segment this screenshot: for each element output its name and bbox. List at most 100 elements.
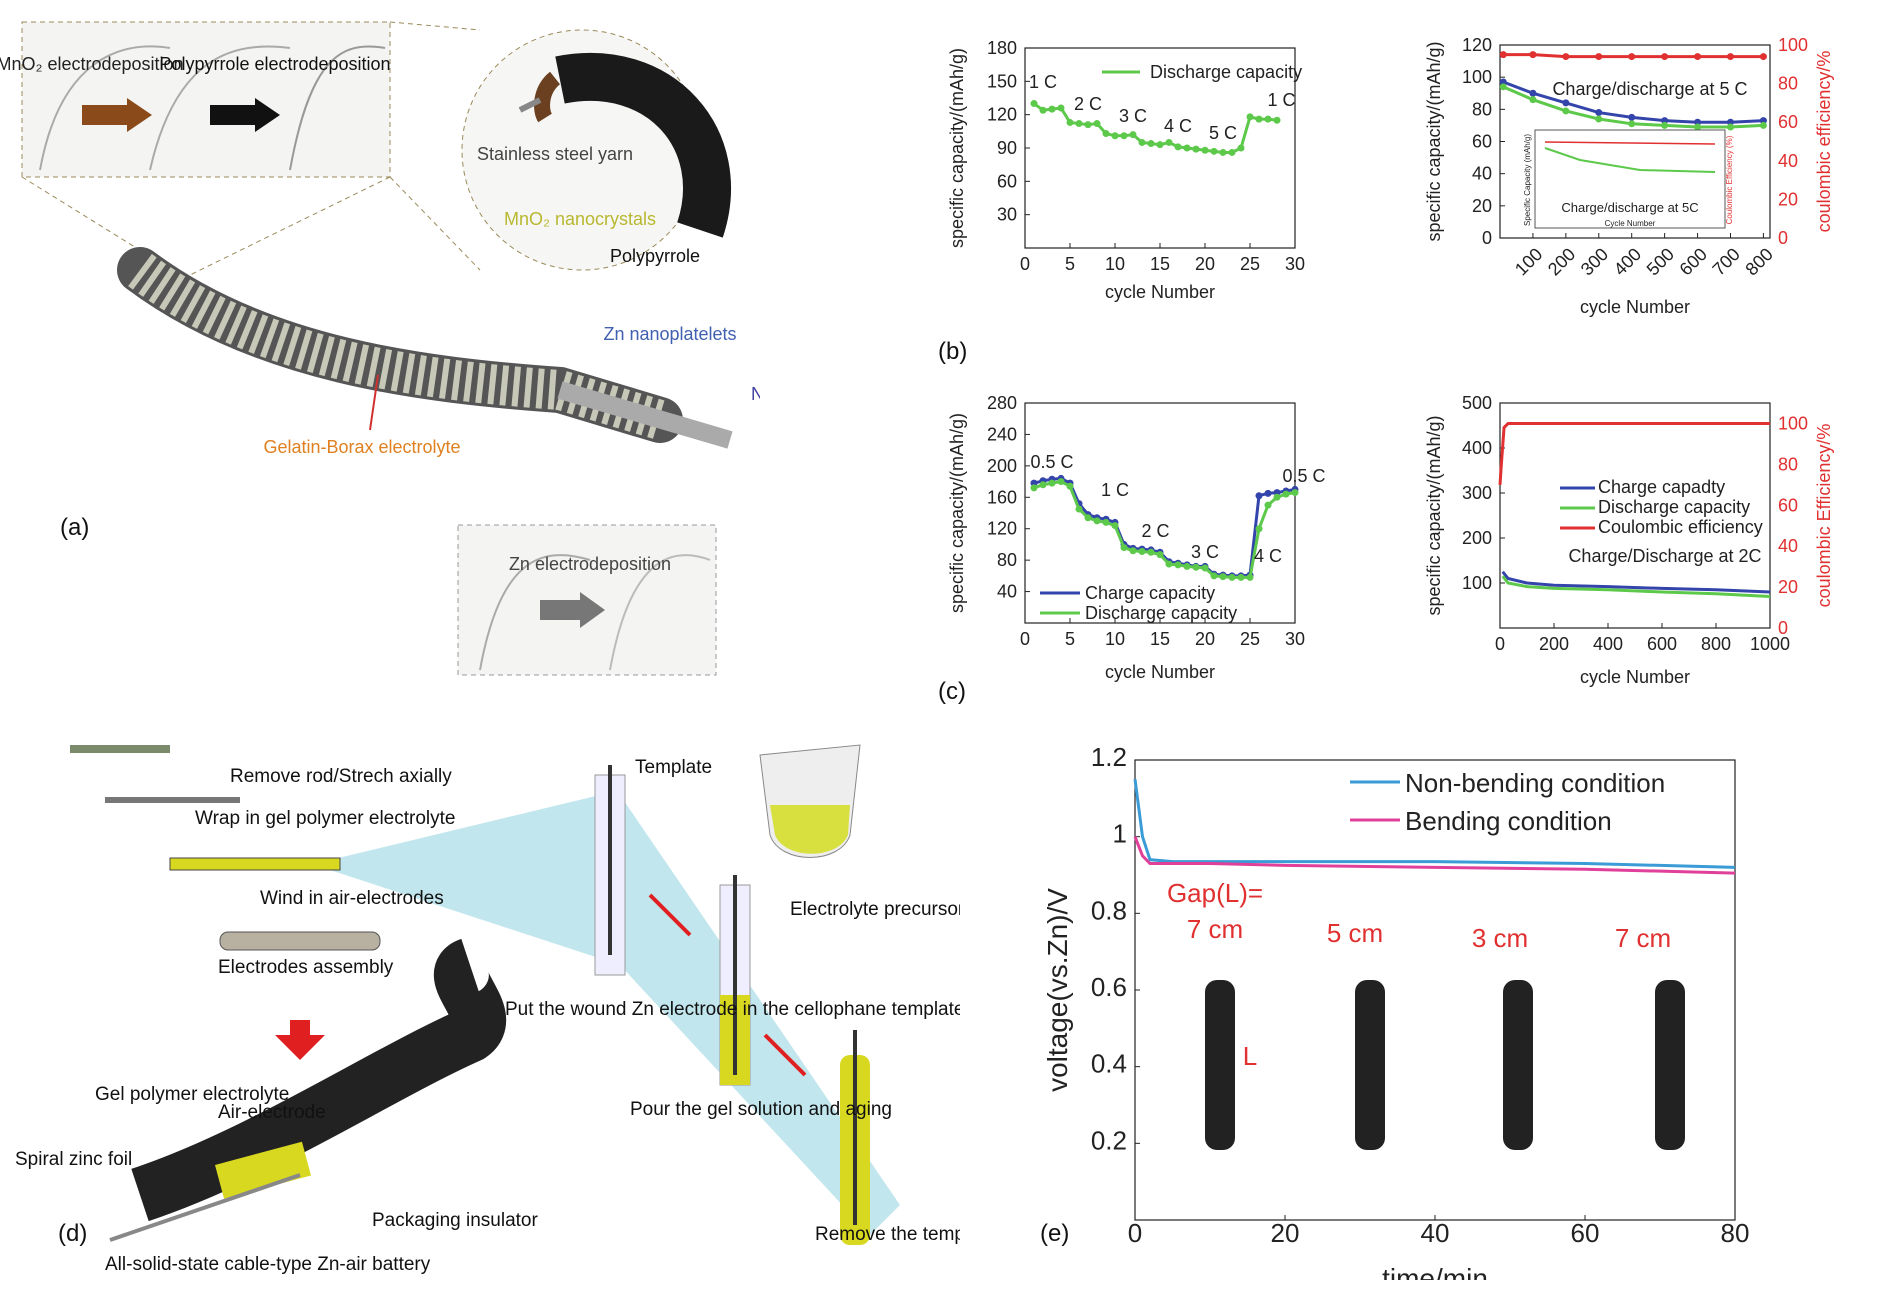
precursor-label: Electrolyte precursor xyxy=(790,899,960,920)
data-point xyxy=(1219,573,1227,581)
arrow-brown-icon xyxy=(82,105,127,125)
y-tick-label: 0.8 xyxy=(1091,895,1127,925)
template-tube-1 xyxy=(594,765,626,976)
panel-d-illustration: Remove rod/Strech axially Wrap in gel po… xyxy=(15,744,996,1275)
y2-tick-label: 60 xyxy=(1778,495,1798,515)
data-point xyxy=(1562,107,1570,115)
data-point xyxy=(1726,123,1734,131)
inset-annotation: Charge/discharge at 5C xyxy=(1561,200,1698,215)
legend-charge: Charge capacity xyxy=(1085,583,1215,603)
step-wind: Wind in air-electrodes xyxy=(260,888,444,909)
panel-e-label: (e) xyxy=(1040,1220,1070,1247)
data-point xyxy=(1066,118,1074,126)
y-axis-title: specific capacity/(mAh/g) xyxy=(947,413,967,613)
x-tick-label: 0 xyxy=(1020,629,1030,649)
inset-y-title: Specific Capacity (mAh/g) xyxy=(1523,134,1532,226)
y2-tick-label: 20 xyxy=(1778,577,1798,597)
x-tick-label: 25 xyxy=(1240,629,1260,649)
y2-axis-title: coulombic Efficiency/% xyxy=(1814,424,1834,608)
panel-c-label: (c) xyxy=(938,678,966,705)
y-tick-label: 40 xyxy=(997,582,1017,602)
data-point xyxy=(1138,138,1146,146)
gap-annotation: 5 cm xyxy=(1327,918,1383,948)
x-tick-label: 0 xyxy=(1128,1218,1142,1248)
x-tick-label: 800 xyxy=(1741,244,1776,279)
data-point xyxy=(1282,490,1290,498)
x-axis-title: time/min xyxy=(1382,1263,1488,1280)
x-tick-label: 10 xyxy=(1105,254,1125,274)
data-point xyxy=(1499,78,1507,86)
x-tick-label: 80 xyxy=(1721,1218,1750,1248)
data-point xyxy=(1264,115,1272,123)
data-point xyxy=(1661,121,1669,129)
data-point xyxy=(1246,573,1254,581)
data-point xyxy=(1628,53,1636,61)
data-point xyxy=(1237,573,1245,581)
panel-d-label: (d) xyxy=(58,1220,88,1247)
y-tick-label: 120 xyxy=(987,519,1017,539)
y-tick-label: 100 xyxy=(1462,67,1492,87)
x-tick-label: 0 xyxy=(1020,254,1030,274)
gap-annotation: 7 cm xyxy=(1615,923,1671,953)
bent-cable-photo xyxy=(1205,980,1235,1150)
x-tick-label: 700 xyxy=(1709,244,1744,279)
data-point xyxy=(1759,117,1767,125)
data-point xyxy=(1111,132,1119,140)
x-tick-label: 1000 xyxy=(1750,634,1790,654)
y-tick-label: 0.2 xyxy=(1091,1125,1127,1155)
bent-cable-photo xyxy=(1355,980,1385,1150)
data-point xyxy=(1694,53,1702,61)
data-point xyxy=(1529,51,1537,59)
x-tick-label: 200 xyxy=(1544,244,1579,279)
y-tick-label: 0.4 xyxy=(1091,1049,1127,1079)
data-point xyxy=(1255,492,1263,500)
y2-tick-label: 80 xyxy=(1778,454,1798,474)
y-tick-label: 120 xyxy=(987,105,1017,125)
inset-x-title: Cycle Number xyxy=(1605,219,1656,228)
series-line-2 xyxy=(1498,421,1770,485)
y-tick-label: 100 xyxy=(1462,573,1492,593)
x-tick-label: 5 xyxy=(1065,629,1075,649)
pour-label: Pour the gel solution and aging xyxy=(630,1099,892,1120)
data-point xyxy=(1147,140,1155,148)
y-tick-label: 120 xyxy=(1462,35,1492,55)
data-point xyxy=(1093,517,1101,525)
rate-annotation: 3 C xyxy=(1191,542,1219,562)
x-tick-label: 800 xyxy=(1701,634,1731,654)
data-point xyxy=(1228,573,1236,581)
data-point xyxy=(1264,489,1272,497)
x-tick-label: 5 xyxy=(1065,254,1075,274)
x-tick-label: 30 xyxy=(1285,254,1305,274)
y-tick-label: 180 xyxy=(987,38,1017,58)
data-point xyxy=(1039,106,1047,114)
rate-annotation: 0.5 C xyxy=(1282,466,1325,486)
rate-annotation: 3 C xyxy=(1119,106,1147,126)
y2-tick-label: 40 xyxy=(1778,536,1798,556)
data-point xyxy=(1595,109,1603,117)
chart-c-left: 0 5 10 15 20 25 30 40 80 120 160 200 240 280 cycle Num… xyxy=(947,393,1326,682)
x-tick-label: 10 xyxy=(1105,629,1125,649)
data-point xyxy=(1562,99,1570,107)
gap-annotation: 3 cm xyxy=(1472,923,1528,953)
y2-tick-label: 60 xyxy=(1778,112,1798,132)
data-point xyxy=(1562,53,1570,61)
data-point xyxy=(1057,104,1065,112)
data-point xyxy=(1192,563,1200,571)
y-tick-label: 40 xyxy=(1472,164,1492,184)
rod-icon xyxy=(70,745,170,753)
data-point xyxy=(1255,525,1263,533)
gap-annotation: L xyxy=(1243,1041,1257,1071)
data-point xyxy=(1030,484,1038,492)
x-axis-title: cycle Number xyxy=(1105,282,1215,302)
data-point xyxy=(1066,482,1074,490)
x-tick-label: 60 xyxy=(1571,1218,1600,1248)
legend-bending: Bending condition xyxy=(1405,806,1612,836)
x-tick-label: 40 xyxy=(1421,1218,1450,1248)
data-point xyxy=(1595,53,1603,61)
callout-mno2: MnO₂ nanocrystals xyxy=(504,209,656,229)
x-tick-label: 20 xyxy=(1195,254,1215,274)
remove-label: Remove the template xyxy=(815,1224,960,1245)
y-axis-title: voltage(vs.Zn)/V xyxy=(1042,888,1073,1092)
data-point xyxy=(1237,144,1245,152)
y-axis-title: specific capacity/(mAh/g) xyxy=(947,48,967,248)
